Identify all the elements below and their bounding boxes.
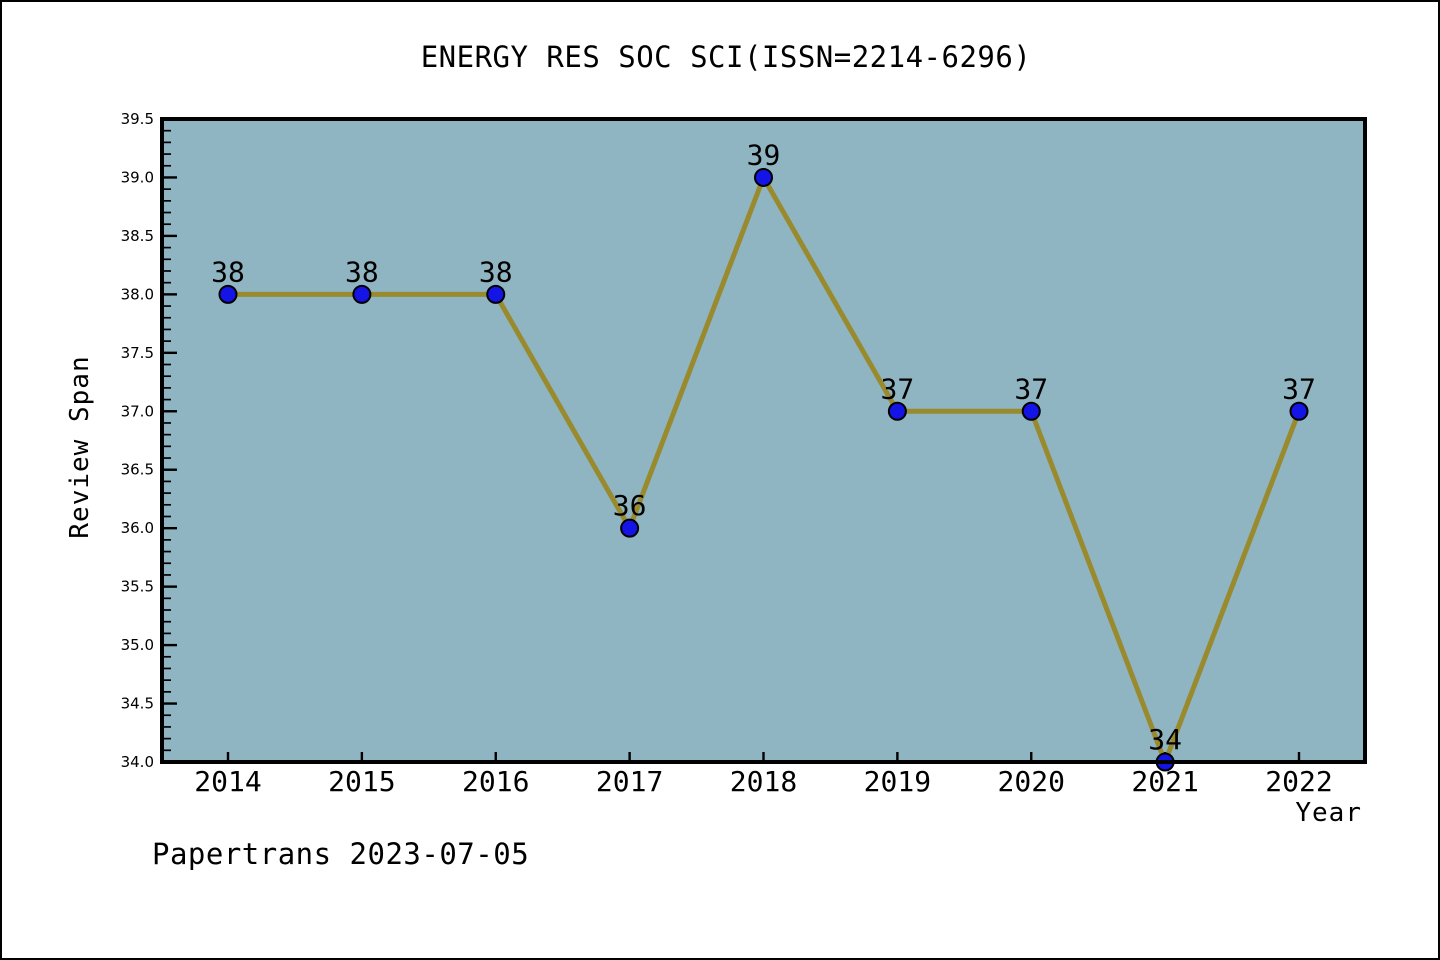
y-tick-label: 38.5 — [121, 227, 154, 245]
x-tick-label: 2019 — [864, 765, 931, 798]
data-point-label: 38 — [211, 255, 245, 288]
data-point-label: 39 — [747, 138, 781, 171]
data-point-label: 37 — [881, 372, 915, 405]
data-point — [218, 284, 238, 304]
x-tick-label: 2017 — [596, 765, 663, 798]
data-point — [887, 401, 907, 421]
data-point — [620, 518, 640, 538]
y-tick-label: 37.0 — [121, 402, 154, 420]
y-tick-label: 35.0 — [121, 636, 154, 654]
data-point-label: 37 — [1014, 372, 1048, 405]
y-tick-label: 39.0 — [121, 168, 154, 186]
plot-area — [162, 119, 1365, 762]
x-tick-label: 2022 — [1265, 765, 1332, 798]
watermark-text: Papertrans 2023-07-05 — [152, 837, 530, 871]
x-tick-label: 2020 — [998, 765, 1065, 798]
y-tick-label: 36.5 — [121, 461, 154, 479]
data-point — [754, 167, 773, 187]
data-point-label: 38 — [479, 255, 513, 288]
x-axis-label: Year — [1295, 798, 1362, 828]
y-tick-label: 34.0 — [121, 753, 154, 771]
data-point — [1289, 401, 1309, 421]
data-point-label: 34 — [1148, 723, 1182, 756]
plot-frame — [160, 117, 1367, 764]
y-tick-label: 39.5 — [121, 110, 154, 128]
y-tick-label: 35.5 — [121, 578, 154, 596]
x-tick-label: 2014 — [194, 765, 261, 798]
y-tick-label: 34.5 — [121, 695, 154, 713]
chart-title: ENERGY RES SOC SCI(ISSN=2214-6296) — [420, 40, 1032, 74]
x-tick-label: 2015 — [328, 765, 395, 798]
data-point-label: 38 — [345, 255, 379, 288]
data-point-label: 37 — [1282, 372, 1316, 405]
y-tick-label: 38.0 — [121, 285, 154, 303]
x-tick-label: 2016 — [462, 765, 529, 798]
data-point-label: 36 — [613, 489, 647, 522]
data-point — [352, 284, 372, 304]
data-point — [1021, 401, 1041, 421]
x-tick-label: 2018 — [730, 765, 797, 798]
data-point — [486, 284, 506, 304]
y-tick-label: 37.5 — [121, 344, 154, 362]
y-tick-label: 36.0 — [121, 519, 154, 537]
